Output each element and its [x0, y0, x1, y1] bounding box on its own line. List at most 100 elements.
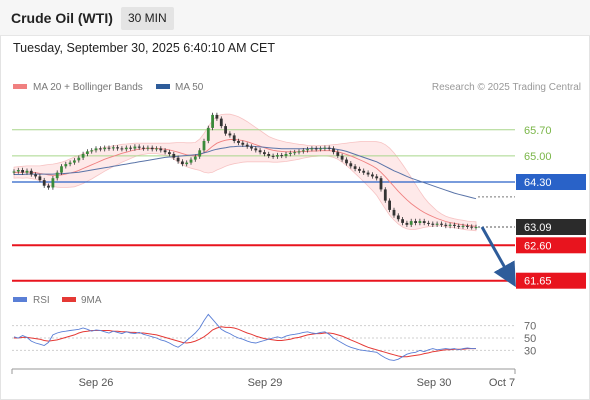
candle-body — [181, 161, 184, 165]
candle-body — [379, 178, 383, 190]
candle-body — [448, 224, 452, 226]
level-label: 63.09 — [524, 222, 552, 234]
candle-body — [414, 221, 417, 223]
candle-body — [358, 168, 361, 171]
candle-body — [466, 225, 469, 227]
candle-body — [340, 155, 344, 160]
level-label-box — [516, 237, 586, 254]
bollinger-bands — [13, 113, 477, 232]
candle-body — [409, 221, 413, 225]
bollinger-band-area — [13, 113, 477, 232]
candle-body — [21, 170, 24, 173]
candle-body — [362, 170, 366, 173]
instrument-title: Crude Oil (WTI) — [11, 10, 113, 26]
candle-body — [47, 185, 50, 188]
candle-body — [353, 166, 357, 169]
candle-body — [396, 215, 400, 220]
candle-body — [435, 223, 439, 225]
candle-body — [444, 224, 448, 226]
candle-body — [25, 170, 29, 173]
candle-body — [371, 174, 374, 177]
candle-body — [241, 142, 245, 145]
x-tick-label: Sep 26 — [79, 377, 114, 389]
level-label: 61.65 — [524, 276, 552, 288]
x-tick-label: Sep 29 — [248, 377, 283, 389]
candle-body — [422, 221, 426, 223]
candle-body — [137, 146, 141, 148]
candle-body — [237, 141, 240, 143]
rsi-legend: RSI 9MA — [13, 295, 102, 306]
candle-body — [276, 155, 279, 157]
candle-body — [77, 157, 81, 161]
candle-body — [193, 156, 197, 160]
candle-body — [86, 151, 89, 154]
candle-body — [453, 224, 456, 226]
level-label: 65.70 — [524, 125, 552, 137]
legend-label-ma50: MA 50 — [175, 82, 204, 93]
candle-body — [51, 178, 55, 188]
candle-body — [159, 148, 163, 151]
candle-body — [68, 162, 72, 165]
candle-body — [228, 133, 232, 136]
candle-body — [38, 176, 42, 181]
candle-body — [383, 189, 387, 201]
candlesticks — [12, 112, 478, 230]
level-label: 62.60 — [524, 240, 552, 252]
candle-body — [440, 223, 443, 225]
level-label-box — [516, 174, 586, 190]
candle-body — [111, 147, 115, 149]
candle-body — [314, 148, 318, 150]
x-axis: Sep 26 Sep 29 Sep 30 Oct 7 — [11, 368, 516, 389]
candle-body — [345, 159, 348, 164]
candle-body — [107, 147, 111, 149]
candle-body — [198, 150, 202, 157]
projection-arrow — [480, 226, 516, 288]
ma50-line — [14, 145, 477, 200]
main-legend: MA 20 + Bollinger Bands MA 50 Research ©… — [13, 82, 581, 93]
level-label: 65.00 — [524, 151, 552, 163]
candle-body — [12, 171, 16, 173]
candle-body — [142, 147, 145, 149]
candle-body — [388, 200, 391, 210]
candle-body — [94, 148, 98, 151]
candle-body — [64, 164, 68, 167]
x-tick-label: Sep 30 — [417, 377, 452, 389]
legend-swatch-rsi — [13, 297, 27, 302]
candle-body — [418, 221, 422, 223]
candle-body — [124, 147, 128, 150]
candle-body — [29, 170, 33, 175]
moving-averages — [13, 139, 477, 227]
candle-body — [375, 176, 379, 179]
candle-body — [73, 160, 76, 163]
candle-body — [211, 114, 214, 128]
candle-body — [189, 159, 193, 163]
candle-body — [103, 147, 107, 150]
candle-body — [327, 147, 331, 149]
rsi-tick-label: 70 — [524, 321, 536, 333]
candle-body — [163, 150, 167, 153]
candle-body — [133, 146, 137, 149]
candle-body — [55, 172, 59, 179]
candle-body — [168, 152, 171, 155]
candle-body — [323, 147, 327, 149]
price-levels — [12, 129, 515, 282]
candle-body — [224, 126, 227, 134]
candle-body — [245, 144, 249, 147]
level-label-box — [516, 219, 586, 235]
candle-body — [284, 154, 288, 156]
candle-body — [150, 147, 154, 150]
candle-body — [34, 174, 37, 177]
candle-body — [258, 150, 262, 153]
interval-button[interactable]: 30 MIN — [121, 7, 174, 30]
candle-body — [116, 147, 119, 149]
9ma-line — [14, 326, 476, 358]
candle-body — [202, 141, 206, 151]
candle-body — [146, 147, 150, 149]
candle-body — [232, 135, 236, 141]
candle-body — [288, 152, 292, 154]
candle-body — [90, 150, 94, 152]
candle-body — [470, 226, 474, 228]
candle-body — [457, 225, 461, 227]
candle-body — [250, 146, 253, 149]
